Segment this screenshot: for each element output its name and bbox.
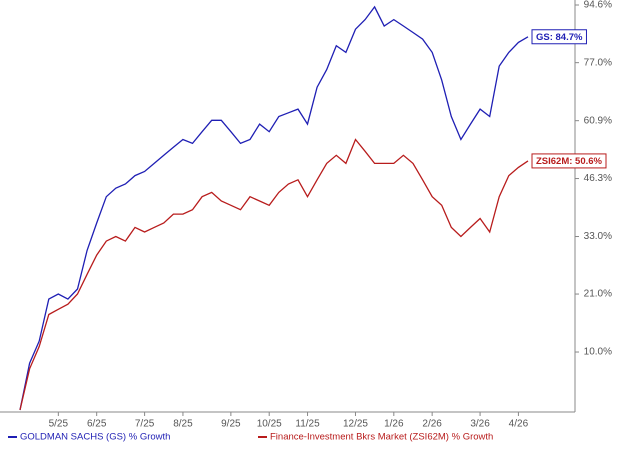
x-tick-label: 8/25: [173, 419, 193, 430]
end-label-text: ZSI62M: 50.6%: [536, 156, 603, 167]
y-tick-label: 77.0%: [584, 57, 612, 68]
x-tick-label: 6/25: [87, 419, 107, 430]
y-tick-label: 10.0%: [584, 347, 612, 358]
y-tick-label: 60.9%: [584, 115, 612, 126]
x-tick-label: 9/25: [221, 419, 241, 430]
legend-label: Finance-Investment Bkrs Market (ZSI62M) …: [270, 432, 493, 443]
x-tick-label: 4/26: [509, 419, 529, 430]
x-tick-label: 2/26: [422, 419, 442, 430]
end-label-text: GS: 84.7%: [536, 32, 583, 43]
series-line: [19, 138, 529, 411]
y-tick-label: 33.0%: [584, 231, 612, 242]
x-tick-label: 3/26: [470, 419, 490, 430]
end-label-box: [531, 153, 607, 169]
x-tick-label: 5/25: [49, 419, 69, 430]
series-line: [19, 5, 529, 411]
end-label: ZSI62M: 50.6%: [531, 153, 607, 169]
y-tick-label: 46.3%: [584, 173, 612, 184]
end-label: GS: 84.7%: [531, 29, 587, 45]
x-tick-label: 11/25: [295, 419, 320, 430]
legend-label: GOLDMAN SACHS (GS) % Growth: [20, 432, 170, 443]
x-tick-label: 12/25: [343, 419, 368, 430]
x-tick-label: 1/26: [384, 419, 404, 430]
y-tick-label: 94.6%: [584, 0, 612, 11]
x-tick-label: 7/25: [135, 419, 155, 430]
x-tick-label: 10/25: [257, 419, 282, 430]
end-label-box: [531, 29, 587, 45]
y-tick-label: 21.0%: [584, 289, 612, 300]
